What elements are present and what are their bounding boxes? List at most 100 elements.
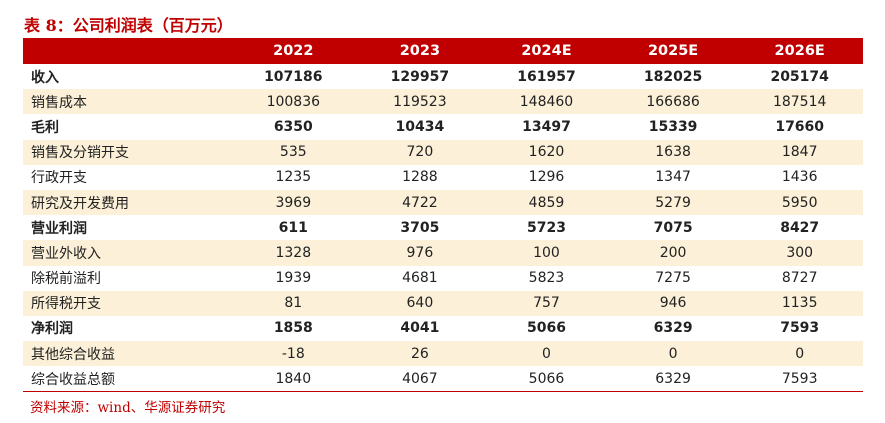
value-cell: 161957: [517, 68, 576, 85]
row-label: 研究及开发费用: [23, 189, 230, 216]
header-row: 2022 2023 2024E 2025E 2026E: [23, 38, 863, 64]
value-cell: 5950: [736, 189, 863, 216]
value-cell: 107186: [264, 68, 323, 85]
value-cell: 0: [483, 341, 610, 367]
header-cell-2024e: 2024E: [483, 38, 610, 64]
table-row: 综合收益总额 1840 4067 5066 6329 7593: [23, 366, 863, 393]
value-cell: 3969: [230, 189, 357, 216]
value-cell: -18: [230, 341, 357, 367]
value-cell: 1288: [402, 169, 438, 186]
value-cell: 300: [736, 240, 863, 266]
value-cell: 611: [278, 219, 308, 236]
value-cell: 200: [609, 240, 737, 266]
value-cell: 976: [356, 240, 484, 266]
header-cell-2025e: 2025E: [609, 38, 737, 64]
value-cell: 7593: [736, 366, 863, 393]
value-cell: 1620: [483, 139, 610, 165]
row-label: 毛利: [31, 119, 59, 136]
value-cell: 1328: [230, 240, 357, 266]
table-row: 毛利 6350 10434 13497 15339 17660: [23, 114, 863, 139]
value-cell: 1840: [230, 366, 357, 393]
table-row: 所得税开支 81 640 757 946 1135: [23, 290, 863, 316]
source-note: 资料来源：wind、华源证券研究: [30, 400, 226, 416]
row-label: 行政开支: [31, 170, 87, 187]
table-row: 研究及开发费用 3969 4722 4859 5279 5950: [23, 189, 863, 216]
value-cell: 148460: [483, 89, 610, 115]
value-cell: 10434: [395, 118, 445, 135]
table-row: 销售成本 100836 119523 148460 166686 187514: [23, 89, 863, 115]
value-cell: 6350: [273, 118, 313, 135]
value-cell: 5279: [609, 189, 737, 216]
table-row: 销售及分销开支 535 720 1620 1638 1847: [23, 139, 863, 165]
table-row: 营业外收入 1328 976 100 200 300: [23, 240, 863, 266]
value-cell: 13497: [522, 118, 571, 135]
value-cell: 4859: [483, 189, 610, 216]
income-statement-table: 2022 2023 2024E 2025E 2026E 收入 107186 1299…: [23, 38, 863, 393]
value-cell: 15339: [648, 118, 698, 135]
table-row: 除税前溢利 1939 4681 5823 7275 8727: [23, 266, 863, 291]
value-cell: 100: [483, 240, 610, 266]
value-cell: 720: [356, 139, 484, 165]
row-label: 销售及分销开支: [23, 139, 230, 165]
value-cell: 26: [356, 341, 484, 367]
row-label: 营业利润: [31, 220, 87, 237]
value-cell: 166686: [609, 89, 737, 115]
value-cell: 0: [736, 341, 863, 367]
table-row: 营业利润 611 3705 5723 7075 8427: [23, 215, 863, 240]
table-row: 行政开支 1235 1288 1296 1347 1436: [23, 165, 863, 190]
value-cell: 1436: [781, 169, 818, 186]
table-row: 其他综合收益 -18 26 0 0 0: [23, 341, 863, 367]
table-row: 收入 107186 129957 161957 182025 205174: [23, 64, 863, 89]
value-cell: 1347: [655, 169, 691, 186]
value-cell: 1847: [736, 139, 863, 165]
header-cell-label: [23, 38, 230, 64]
header-cell-2022: 2022: [230, 38, 357, 64]
value-cell: 182025: [643, 68, 703, 85]
value-cell: 1638: [609, 139, 737, 165]
value-cell: 5066: [527, 320, 566, 337]
value-cell: 7075: [653, 219, 693, 236]
value-cell: 3705: [400, 219, 440, 236]
table-row: 净利润 1858 4041 5066 6329 7593: [23, 316, 863, 341]
value-cell: 17660: [775, 118, 825, 135]
value-cell: 946: [609, 290, 737, 316]
value-cell: 0: [609, 341, 737, 367]
value-cell: 129957: [390, 68, 450, 85]
value-cell: 4722: [356, 189, 484, 216]
row-label: 综合收益总额: [23, 366, 230, 393]
value-cell: 100836: [230, 89, 357, 115]
value-cell: 5823: [528, 270, 565, 287]
value-cell: 535: [230, 139, 357, 165]
header-cell-2026e: 2026E: [736, 38, 863, 64]
value-cell: 6329: [609, 366, 737, 393]
value-cell: 205174: [770, 68, 829, 85]
row-label: 收入: [31, 69, 59, 86]
value-cell: 4041: [400, 320, 440, 337]
value-cell: 187514: [736, 89, 863, 115]
value-cell: 7593: [780, 320, 820, 337]
value-cell: 4681: [402, 270, 438, 287]
value-cell: 6329: [653, 320, 693, 337]
value-cell: 8427: [780, 219, 820, 236]
table-title: 表 8：公司利润表（百万元）: [24, 16, 233, 35]
row-label: 其他综合收益: [23, 341, 230, 367]
value-cell: 119523: [356, 89, 484, 115]
row-label: 营业外收入: [23, 240, 230, 266]
value-cell: 1135: [736, 290, 863, 316]
value-cell: 1235: [275, 169, 312, 186]
row-label: 所得税开支: [23, 290, 230, 316]
row-label: 净利润: [31, 321, 73, 338]
value-cell: 5723: [527, 219, 566, 236]
value-cell: 81: [230, 290, 357, 316]
row-label: 销售成本: [23, 89, 230, 115]
value-cell: 4067: [356, 366, 484, 393]
value-cell: 5066: [483, 366, 610, 393]
row-label: 除税前溢利: [31, 271, 101, 288]
value-cell: 1939: [275, 270, 312, 287]
value-cell: 8727: [781, 270, 818, 287]
header-cell-2023: 2023: [356, 38, 484, 64]
value-cell: 757: [483, 290, 610, 316]
value-cell: 1858: [273, 320, 313, 337]
value-cell: 7275: [655, 270, 691, 287]
value-cell: 1296: [528, 169, 565, 186]
